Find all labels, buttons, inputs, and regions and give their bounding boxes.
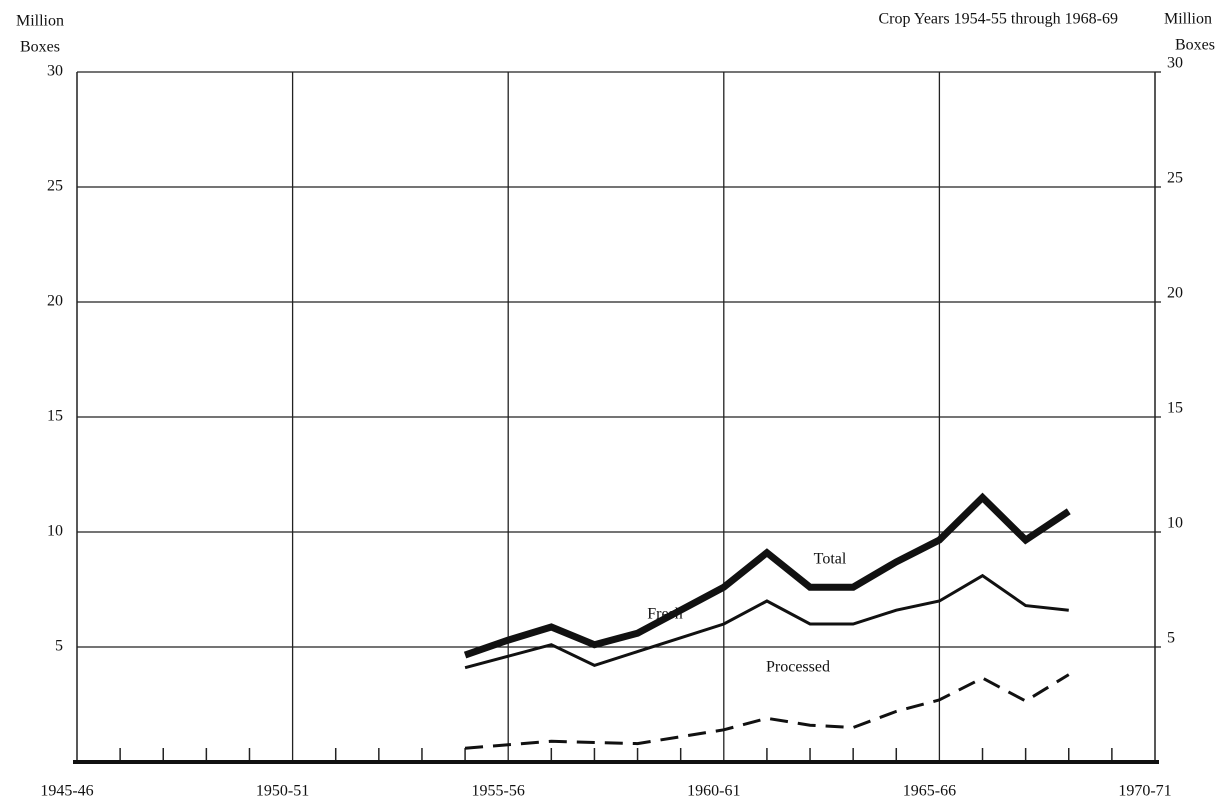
x-tick-label: 1955-56 [472,783,525,800]
chart-subtitle: Crop Years 1954-55 through 1968-69 [878,11,1118,28]
y-tick-label: 20 [47,293,63,310]
series-label: Processed [766,659,830,676]
y2-tick-label: 5 [1167,630,1175,647]
y-axis-label: Million [16,13,64,30]
series-label: Total [814,551,847,568]
series-line [464,673,1070,750]
y-tick-label: 10 [47,523,63,540]
series-line [464,573,1069,670]
series-label: Fresh [647,606,683,623]
x-tick-label: 1970-71 [1118,783,1171,800]
y2-tick-label: 25 [1167,170,1183,187]
y-tick-label: 30 [47,63,63,80]
y2-tick-label: 10 [1167,515,1183,532]
y-tick-label: 25 [47,178,63,195]
y-tick-label: 5 [55,638,63,655]
y2-tick-label: 20 [1167,285,1183,302]
series-line [463,492,1071,659]
y2-axis-label: Boxes [1175,37,1215,54]
y2-tick-label: 15 [1167,400,1183,417]
x-tick-label: 1965-66 [903,783,956,800]
y2-tick-label: 30 [1167,55,1183,72]
y2-axis-label: Million [1164,11,1212,28]
y-axis-label: Boxes [20,39,60,56]
x-tick-label: 1950-51 [256,783,309,800]
y-tick-label: 15 [47,408,63,425]
x-tick-label: 1960-61 [687,783,740,800]
x-tick-label: 1945-46 [40,783,93,800]
